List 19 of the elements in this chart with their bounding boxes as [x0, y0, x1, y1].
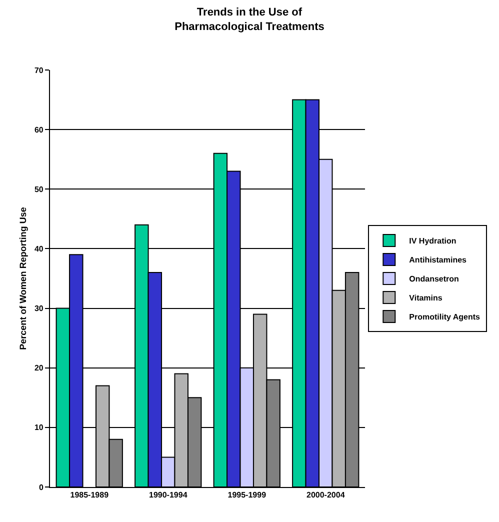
- y-tick-label: 50: [34, 184, 44, 194]
- x-tick-label: 1995-1999: [228, 490, 267, 500]
- y-tick-label: 10: [34, 423, 44, 432]
- legend-label: Antihistamines: [409, 256, 468, 265]
- y-tick-label: 40: [34, 244, 44, 254]
- y-tick-label: 0: [38, 482, 44, 492]
- y-tick-label: 30: [34, 304, 44, 314]
- y-tick-label: 20: [34, 364, 44, 373]
- y-tick-label: 70: [34, 66, 44, 75]
- y-tick-label: 60: [34, 125, 44, 134]
- x-tick-label: 2000-2004: [306, 490, 346, 500]
- y-axis-title: Percent of Women Reporting Use: [18, 207, 28, 350]
- x-tick-label: 1985-1989: [70, 490, 110, 500]
- legend-label: Ondansetron: [409, 274, 460, 284]
- legend-label: IV Hydration: [409, 236, 456, 246]
- legend-label: Vitamins: [409, 294, 443, 303]
- legend-label: Promotility Agents: [409, 312, 481, 322]
- x-tick-label: 1990-1994: [148, 490, 188, 500]
- chart-title: Trends in the Use of Pharmacological Treatments: [174, 6, 324, 33]
